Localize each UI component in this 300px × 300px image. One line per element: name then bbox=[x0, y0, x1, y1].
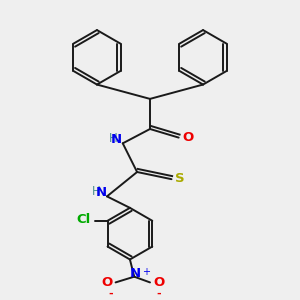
Text: -: - bbox=[156, 289, 161, 299]
Text: -: - bbox=[108, 289, 113, 299]
Text: S: S bbox=[175, 172, 184, 185]
Text: H: H bbox=[109, 132, 118, 145]
Text: O: O bbox=[153, 276, 165, 289]
Text: N: N bbox=[95, 186, 106, 200]
Text: N: N bbox=[111, 134, 122, 146]
Text: Cl: Cl bbox=[76, 213, 90, 226]
Text: H: H bbox=[92, 185, 101, 198]
Text: O: O bbox=[101, 276, 112, 289]
Text: O: O bbox=[182, 130, 194, 143]
Text: +: + bbox=[142, 266, 150, 277]
Text: N: N bbox=[130, 267, 141, 280]
